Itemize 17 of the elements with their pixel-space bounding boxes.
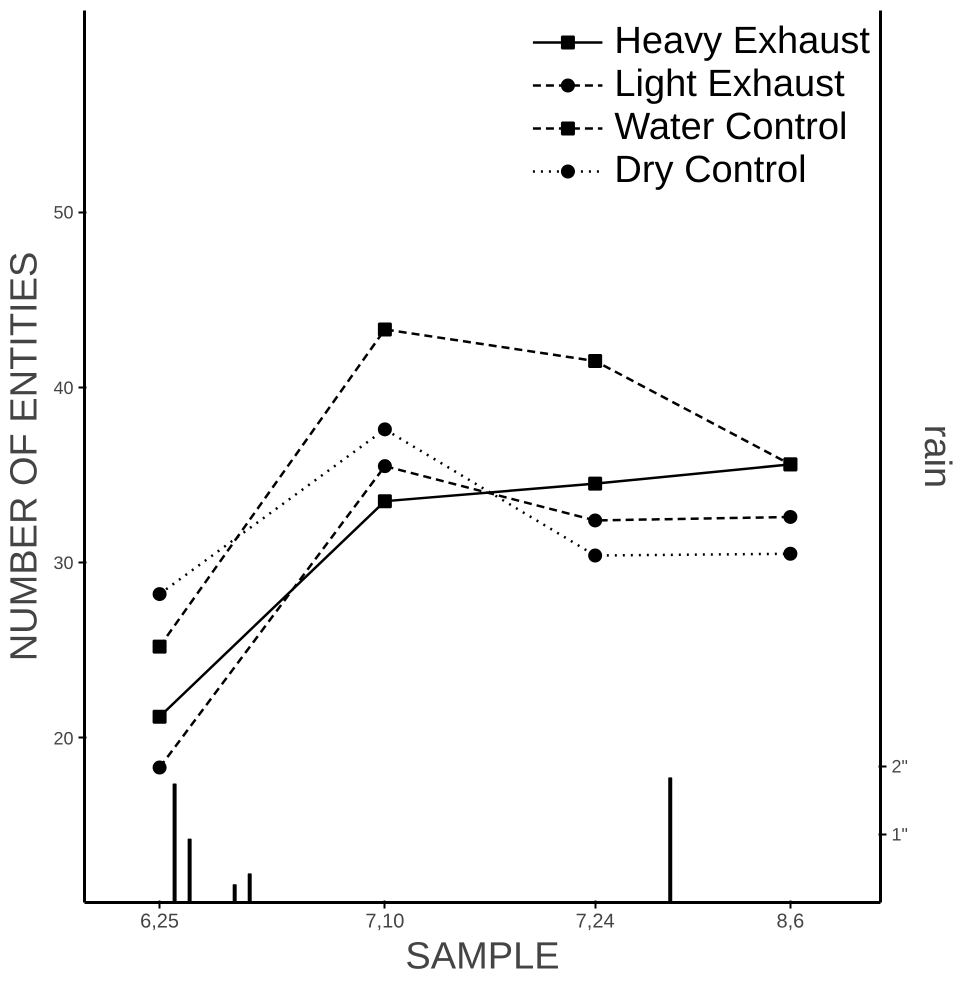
x-axis-title: SAMPLE	[405, 936, 560, 978]
y-tick-label: 20	[53, 728, 74, 748]
y2-axis-title: rain	[916, 424, 958, 488]
x-tick-label: 6,25	[140, 910, 180, 932]
legend-label: Water Control	[614, 106, 848, 149]
legend-label: Dry Control	[614, 149, 807, 192]
x-tick-label: 7,10	[365, 910, 404, 932]
y-axis-title: NUMBER OF ENTITIES	[3, 252, 46, 662]
x-tick-label: 8,6	[776, 910, 804, 932]
y-tick-label: 40	[53, 378, 74, 398]
legend-label: Heavy Exhaust	[614, 20, 870, 63]
y2-tick-label: 2"	[892, 756, 908, 776]
y-tick-label: 30	[53, 553, 74, 574]
legend-label: Light Exhaust	[614, 63, 845, 106]
y2-tick-label: 1"	[892, 824, 908, 844]
x-tick-label: 7,24	[576, 910, 615, 932]
y-tick-label: 50	[53, 202, 74, 223]
